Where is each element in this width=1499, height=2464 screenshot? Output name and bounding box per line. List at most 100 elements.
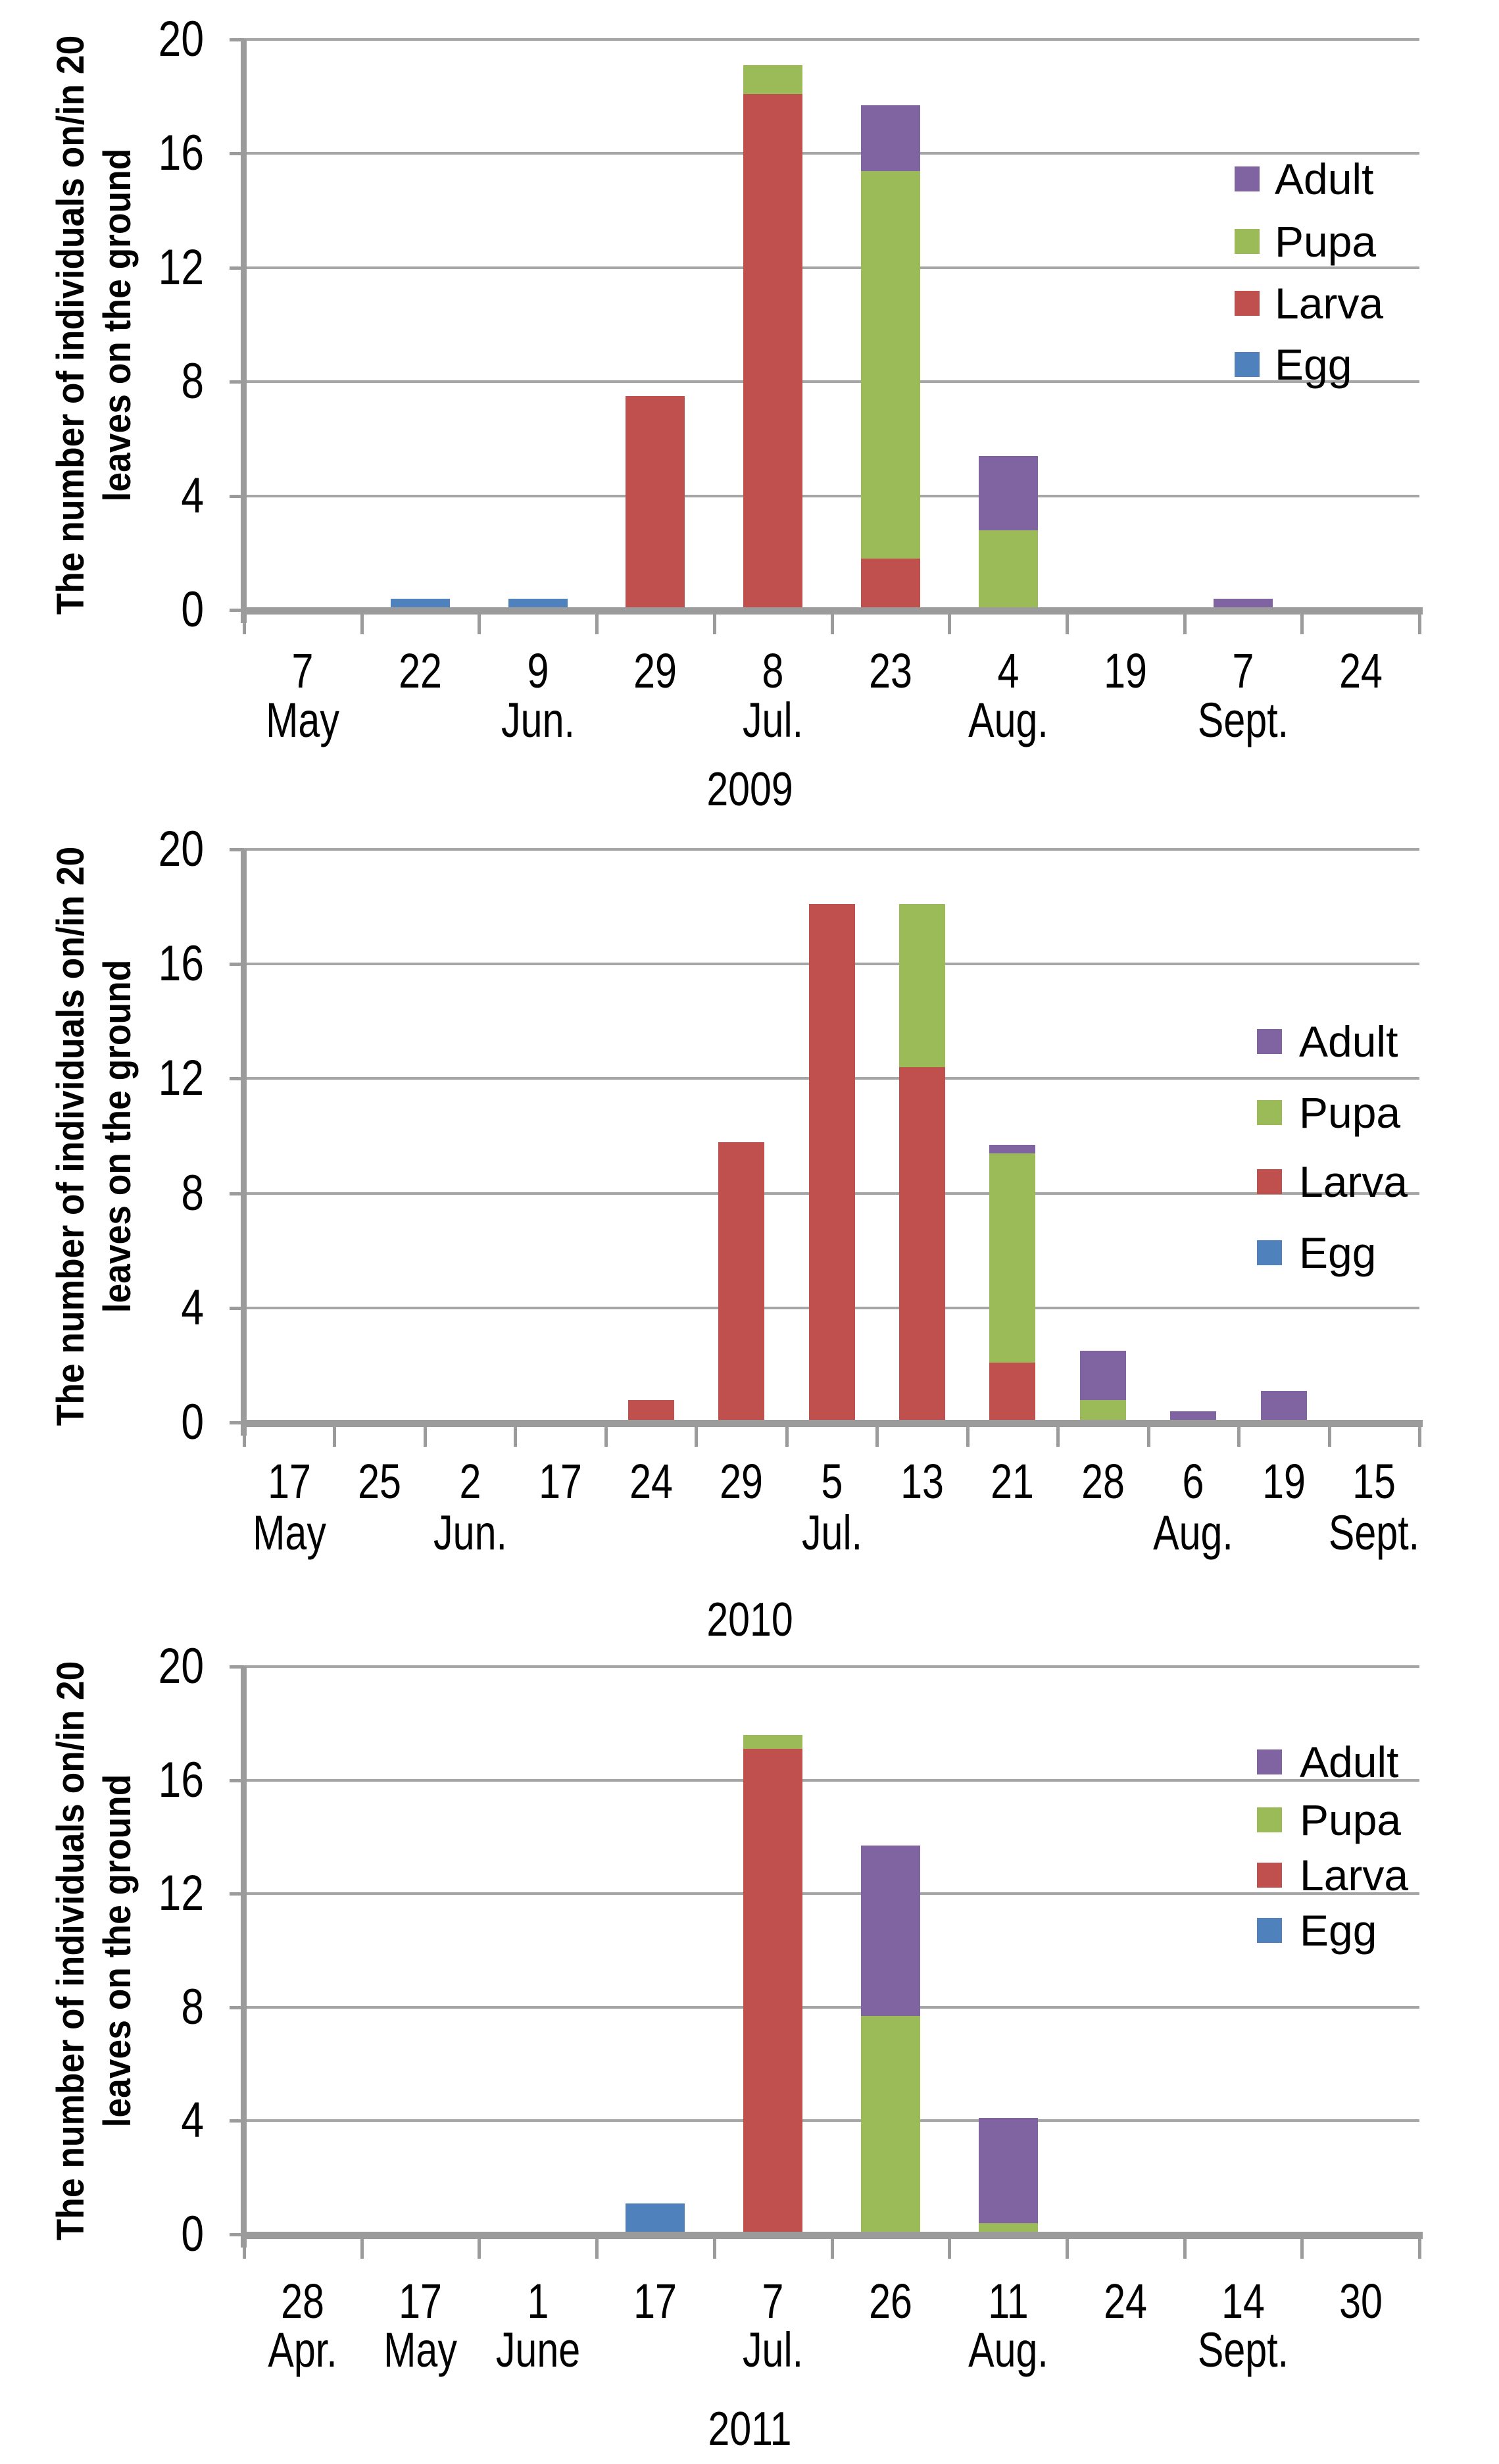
y-tick-label: 4 bbox=[181, 2092, 204, 2149]
x-axis-line bbox=[241, 607, 1423, 615]
gridline bbox=[244, 152, 1419, 155]
gridline bbox=[244, 2119, 1419, 2123]
legend-label-adult: Adult bbox=[1275, 155, 1374, 203]
y-tick-label: 20 bbox=[158, 11, 204, 67]
y-axis-tick bbox=[230, 380, 244, 384]
y-tick-label: 12 bbox=[158, 1865, 204, 1922]
bar-segment-pupa bbox=[978, 2223, 1038, 2232]
bar-segment-adult bbox=[1170, 1411, 1217, 1420]
x-date-label: 29 bbox=[720, 1454, 763, 1509]
x-axis-tick bbox=[360, 615, 364, 634]
legend-swatch-egg bbox=[1257, 1240, 1282, 1265]
legend-swatch-egg bbox=[1235, 352, 1260, 377]
legend-swatch-pupa bbox=[1235, 229, 1260, 254]
x-axis-tick bbox=[948, 615, 952, 634]
gridline bbox=[244, 1665, 1419, 1668]
x-axis-tick bbox=[1418, 1427, 1421, 1447]
bar-segment-pupa bbox=[978, 530, 1038, 607]
x-month-label: Sept. bbox=[1197, 693, 1289, 747]
x-date-label: 17 bbox=[539, 1454, 583, 1509]
x-axis-tick bbox=[1146, 1427, 1150, 1447]
y-tick-label: 0 bbox=[181, 1394, 204, 1450]
y-axis-tick bbox=[230, 38, 244, 41]
y-tick-label: 4 bbox=[181, 467, 204, 524]
x-date-label: 9 bbox=[527, 643, 549, 698]
bar-segment-larva bbox=[743, 1749, 803, 2232]
x-axis-tick bbox=[1327, 1427, 1331, 1447]
bar-segment-adult bbox=[860, 105, 920, 171]
bar-segment-egg bbox=[508, 598, 568, 607]
y-tick-label: 8 bbox=[181, 1165, 204, 1221]
x-date-label: 23 bbox=[868, 643, 912, 698]
gridline bbox=[244, 380, 1419, 384]
y-axis-line bbox=[241, 1667, 247, 2248]
y-axis-tick bbox=[230, 2233, 244, 2236]
x-date-label: 14 bbox=[1221, 2274, 1265, 2328]
x-month-label: Aug. bbox=[968, 693, 1048, 747]
x-date-label: 26 bbox=[868, 2274, 912, 2328]
x-date-label: 17 bbox=[267, 1454, 311, 1509]
y-axis-tick bbox=[230, 1192, 244, 1195]
y-tick-label: 20 bbox=[158, 1638, 204, 1694]
gridline bbox=[244, 266, 1419, 269]
x-axis-tick bbox=[695, 1427, 699, 1447]
chart-title: 2011 bbox=[708, 2403, 792, 2455]
bar-segment-pupa bbox=[860, 170, 920, 559]
legend-label-larva: Larva bbox=[1299, 1157, 1408, 1206]
y-tick-label: 16 bbox=[158, 1751, 204, 1808]
x-axis-tick bbox=[1300, 2239, 1304, 2259]
x-axis-tick bbox=[423, 1427, 427, 1447]
bar-segment-larva bbox=[808, 904, 855, 1420]
x-axis-tick bbox=[830, 615, 834, 634]
x-date-label: 17 bbox=[399, 2274, 442, 2328]
legend-swatch-pupa bbox=[1257, 1807, 1282, 1832]
x-axis-tick bbox=[333, 1427, 337, 1447]
y-axis-tick bbox=[230, 1892, 244, 1896]
x-axis-tick bbox=[1065, 615, 1069, 634]
x-date-label: 5 bbox=[821, 1454, 843, 1509]
x-month-label: Aug. bbox=[968, 2323, 1048, 2377]
bar-segment-pupa bbox=[860, 2016, 920, 2232]
bar-segment-larva bbox=[626, 396, 685, 607]
bar-segment-adult bbox=[978, 2118, 1038, 2224]
legend-label-adult: Adult bbox=[1300, 1738, 1399, 1786]
bar-segment-pupa bbox=[1079, 1399, 1126, 1420]
x-month-label: Jul. bbox=[801, 1505, 862, 1560]
x-axis-tick bbox=[595, 615, 599, 634]
x-date-label: 24 bbox=[1339, 643, 1383, 698]
x-axis-tick bbox=[604, 1427, 608, 1447]
x-date-label: 6 bbox=[1182, 1454, 1204, 1509]
y-tick-label: 8 bbox=[181, 1978, 204, 2035]
x-axis-tick bbox=[712, 2239, 716, 2259]
bar-segment-pupa bbox=[743, 1734, 803, 1749]
x-axis-tick bbox=[478, 615, 481, 634]
x-month-label: Aug. bbox=[1153, 1505, 1234, 1560]
bar-segment-pupa bbox=[743, 65, 803, 94]
y-axis-tick bbox=[230, 1665, 244, 1669]
bar-segment-egg bbox=[626, 2203, 685, 2232]
x-date-label: 21 bbox=[991, 1454, 1035, 1509]
y-axis-title: leaves on the ground bbox=[96, 959, 139, 1313]
bar-segment-pupa bbox=[989, 1153, 1036, 1363]
bar-segment-larva bbox=[743, 93, 803, 607]
chart-title: 2009 bbox=[706, 763, 793, 816]
y-tick-label: 0 bbox=[181, 582, 204, 638]
x-month-label: Jun. bbox=[433, 1505, 507, 1560]
legend-swatch-larva bbox=[1257, 1863, 1282, 1888]
x-date-label: 15 bbox=[1352, 1454, 1396, 1509]
y-tick-label: 4 bbox=[181, 1279, 204, 1336]
x-axis-tick bbox=[966, 1427, 970, 1447]
legend-label-adult: Adult bbox=[1299, 1017, 1398, 1066]
legend-label-pupa: Pupa bbox=[1299, 1088, 1401, 1137]
x-month-label: May bbox=[266, 693, 340, 747]
x-axis-tick bbox=[1183, 2239, 1187, 2259]
x-axis-line bbox=[241, 1420, 1423, 1427]
x-date-label: 29 bbox=[633, 643, 677, 698]
x-date-label: 25 bbox=[358, 1454, 402, 1509]
chart-title: 2010 bbox=[706, 1594, 793, 1646]
x-axis-tick bbox=[1418, 615, 1421, 634]
x-axis-tick bbox=[1183, 615, 1187, 634]
legend-swatch-pupa bbox=[1257, 1100, 1282, 1125]
bar-segment-adult bbox=[1213, 598, 1273, 607]
x-month-label: Jul. bbox=[743, 2323, 804, 2377]
